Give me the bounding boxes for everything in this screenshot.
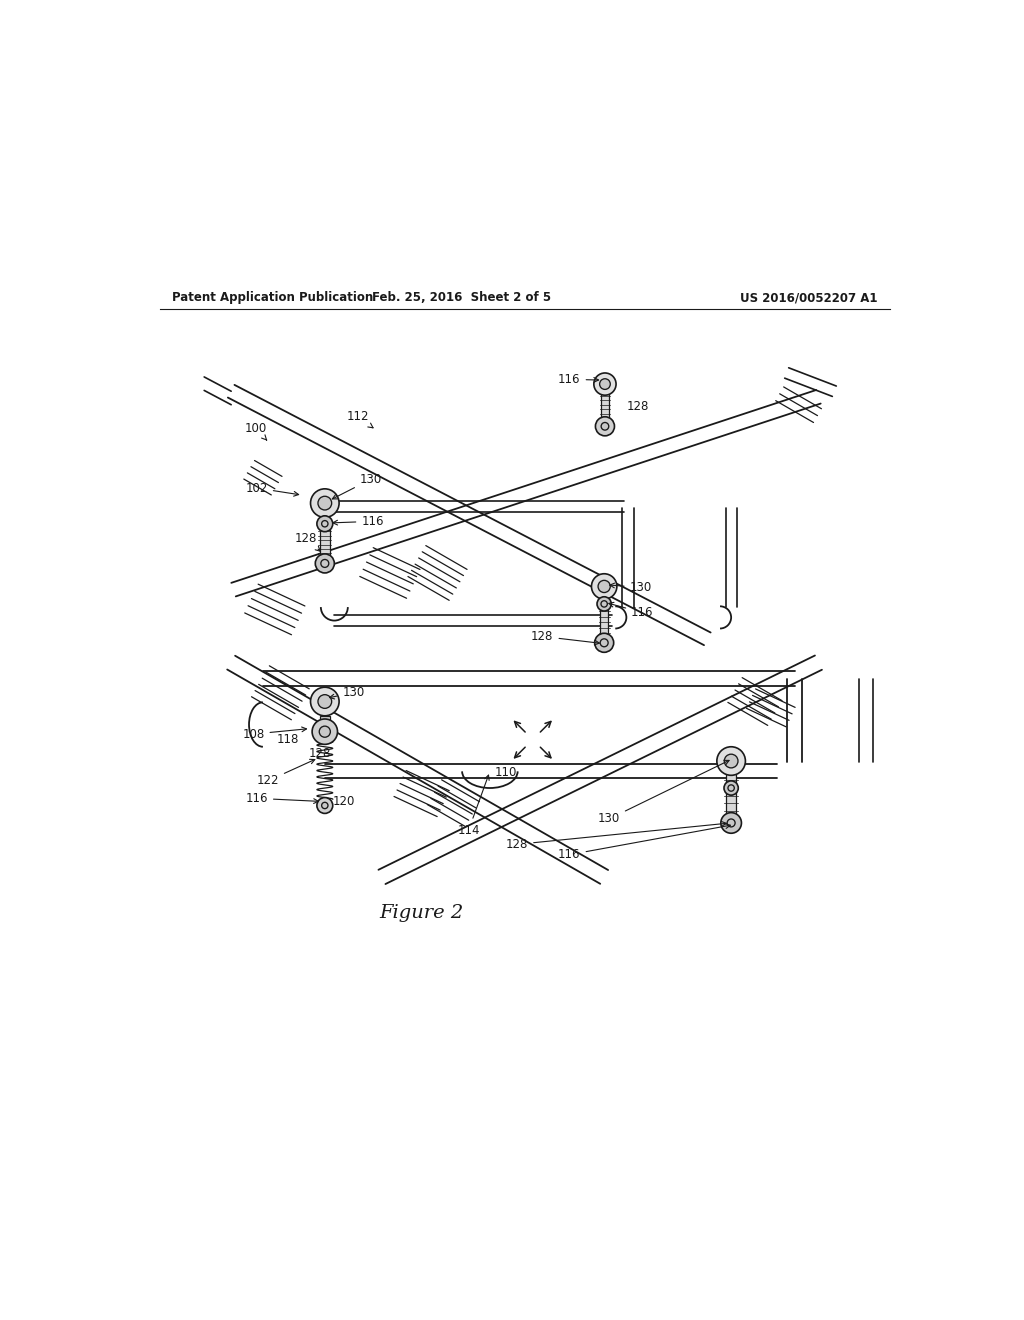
Circle shape xyxy=(321,560,329,568)
Circle shape xyxy=(728,785,734,791)
Text: Figure 2: Figure 2 xyxy=(380,904,464,921)
Circle shape xyxy=(316,797,333,813)
Polygon shape xyxy=(726,770,736,814)
Text: 116: 116 xyxy=(558,824,730,861)
Text: 116: 116 xyxy=(609,602,653,619)
Circle shape xyxy=(598,581,610,593)
Circle shape xyxy=(592,574,616,599)
Text: 100: 100 xyxy=(245,422,267,440)
Polygon shape xyxy=(600,609,608,636)
Text: 128: 128 xyxy=(627,400,649,413)
Circle shape xyxy=(724,754,738,768)
Circle shape xyxy=(600,639,608,647)
Text: 122: 122 xyxy=(257,759,314,787)
Circle shape xyxy=(595,417,614,436)
Circle shape xyxy=(724,781,738,795)
Circle shape xyxy=(717,747,745,775)
Circle shape xyxy=(601,422,608,430)
Text: 116: 116 xyxy=(558,372,599,385)
Text: 130: 130 xyxy=(609,581,652,594)
Text: 128: 128 xyxy=(506,821,726,851)
Circle shape xyxy=(721,813,741,833)
Text: 128: 128 xyxy=(309,747,332,760)
Circle shape xyxy=(318,694,332,709)
Polygon shape xyxy=(601,393,609,421)
Text: 120: 120 xyxy=(333,795,355,808)
Circle shape xyxy=(597,597,611,611)
Circle shape xyxy=(312,719,338,744)
Text: 116: 116 xyxy=(246,792,318,805)
Text: 102: 102 xyxy=(246,482,299,496)
Polygon shape xyxy=(321,715,330,721)
Text: 108: 108 xyxy=(243,727,306,741)
Text: Patent Application Publication: Patent Application Publication xyxy=(172,292,373,304)
Circle shape xyxy=(315,554,334,573)
Circle shape xyxy=(595,634,613,652)
Text: 130: 130 xyxy=(598,760,729,825)
Text: 130: 130 xyxy=(333,473,382,499)
Text: 116: 116 xyxy=(333,515,384,528)
Text: 112: 112 xyxy=(346,411,373,428)
Circle shape xyxy=(318,496,332,510)
Circle shape xyxy=(316,516,333,532)
Circle shape xyxy=(601,601,607,607)
Text: 130: 130 xyxy=(330,686,365,700)
Circle shape xyxy=(727,818,735,826)
Text: US 2016/0052207 A1: US 2016/0052207 A1 xyxy=(740,292,878,304)
Text: 114: 114 xyxy=(458,775,489,837)
Polygon shape xyxy=(321,529,330,556)
Text: Feb. 25, 2016  Sheet 2 of 5: Feb. 25, 2016 Sheet 2 of 5 xyxy=(372,292,551,304)
Text: 128: 128 xyxy=(531,630,599,645)
Circle shape xyxy=(322,520,328,527)
Text: 110: 110 xyxy=(495,766,517,779)
Text: 118: 118 xyxy=(276,733,299,746)
Circle shape xyxy=(322,803,328,809)
Circle shape xyxy=(600,379,610,389)
Circle shape xyxy=(310,688,339,715)
Circle shape xyxy=(319,726,331,738)
Circle shape xyxy=(594,374,616,395)
Circle shape xyxy=(310,488,339,517)
Text: 128: 128 xyxy=(295,532,321,552)
